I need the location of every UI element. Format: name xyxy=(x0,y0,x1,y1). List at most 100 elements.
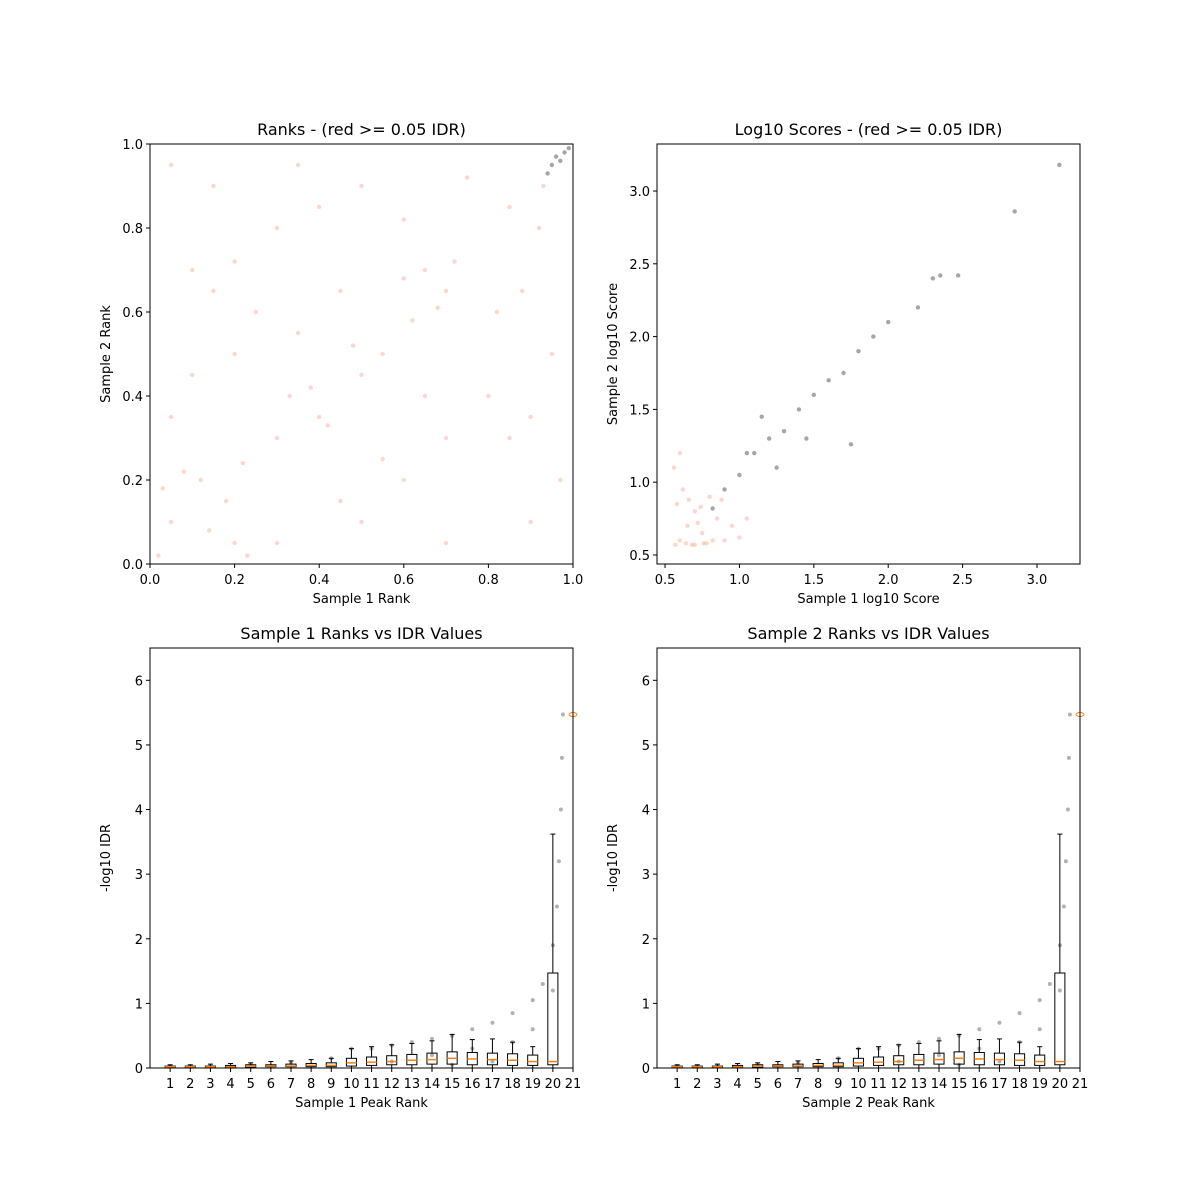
x-tick-label: 14 xyxy=(424,1077,441,1092)
point xyxy=(1067,712,1072,717)
point xyxy=(470,1027,475,1032)
point xyxy=(562,150,567,155)
point xyxy=(520,288,525,294)
plot-area xyxy=(156,146,571,558)
point xyxy=(350,343,356,348)
x-tick-label: 1.0 xyxy=(563,573,584,588)
point xyxy=(1037,998,1042,1003)
box xyxy=(366,1056,378,1066)
point xyxy=(430,1053,434,1058)
point xyxy=(930,276,936,281)
point xyxy=(443,435,449,441)
point xyxy=(752,450,757,456)
x-tick-label: 5 xyxy=(247,1077,255,1092)
point xyxy=(295,330,301,336)
x-tick-label: 3 xyxy=(713,1077,721,1092)
point xyxy=(554,904,559,909)
x-tick-label: 21 xyxy=(565,1077,582,1092)
point xyxy=(253,309,258,315)
y-tick-label: 2 xyxy=(642,933,650,948)
y-tick-label: 0.0 xyxy=(122,558,143,573)
y-axis-label: -log10 IDR xyxy=(99,824,114,892)
plot-area xyxy=(164,712,565,1068)
point xyxy=(701,541,706,546)
point xyxy=(528,519,533,525)
point xyxy=(677,538,683,543)
x-tick-label: 3.0 xyxy=(1027,573,1048,588)
point xyxy=(545,171,550,176)
x-tick-label: 21 xyxy=(1072,1077,1089,1092)
point xyxy=(494,309,500,315)
point xyxy=(680,487,686,492)
point xyxy=(207,528,212,533)
x-tick-label: 8 xyxy=(307,1077,315,1092)
point xyxy=(744,450,750,456)
point xyxy=(287,393,292,399)
point xyxy=(737,472,742,478)
x-tick-label: 11 xyxy=(363,1077,380,1092)
plot-area xyxy=(671,162,1062,547)
point xyxy=(190,372,195,378)
box xyxy=(547,972,559,1066)
point xyxy=(1012,209,1017,214)
point xyxy=(181,469,187,474)
point xyxy=(729,523,735,529)
x-tick-label: 14 xyxy=(931,1077,948,1092)
x-tick-label: 17 xyxy=(484,1077,501,1092)
point xyxy=(380,351,385,357)
point xyxy=(1066,755,1071,760)
point xyxy=(452,259,457,264)
x-tick-label: 4 xyxy=(226,1077,234,1092)
point xyxy=(536,225,542,231)
x-tick-label: 18 xyxy=(1011,1077,1028,1092)
x-tick-label: 1.0 xyxy=(729,573,750,588)
y-tick-label: 3 xyxy=(642,868,650,883)
point xyxy=(759,414,764,419)
point xyxy=(359,183,364,189)
box xyxy=(873,1056,885,1066)
box xyxy=(893,1055,905,1066)
chart-title: Log10 Scores - (red >= 0.05 IDR) xyxy=(735,120,1003,139)
x-tick-label: 16 xyxy=(971,1077,988,1092)
x-tick-label: 4 xyxy=(733,1077,741,1092)
y-tick-label: 2.0 xyxy=(629,331,650,346)
point xyxy=(443,288,449,294)
x-tick-label: 12 xyxy=(890,1077,907,1092)
y-tick-label: 0.2 xyxy=(122,474,143,489)
point xyxy=(465,175,470,180)
x-tick-label: 7 xyxy=(287,1077,295,1092)
point xyxy=(232,540,237,546)
point xyxy=(338,498,343,504)
x-tick-label: 10 xyxy=(343,1077,360,1092)
y-axis-label: Sample 2 Rank xyxy=(99,305,114,403)
point xyxy=(211,288,216,294)
x-tick-label: 5 xyxy=(754,1077,762,1092)
point xyxy=(886,319,891,325)
point xyxy=(781,429,787,434)
point xyxy=(510,1011,515,1016)
y-tick-label: 5 xyxy=(135,739,143,754)
point xyxy=(848,442,854,447)
point xyxy=(211,183,216,189)
x-tick-label: 11 xyxy=(870,1077,887,1092)
point xyxy=(560,712,565,717)
x-tick-label: 9 xyxy=(327,1077,335,1092)
y-tick-label: 6 xyxy=(135,674,143,689)
point xyxy=(245,553,250,558)
point xyxy=(422,267,428,273)
y-tick-label: 2.5 xyxy=(629,258,650,273)
y-tick-label: 1 xyxy=(135,997,143,1012)
y-tick-label: 1.5 xyxy=(629,403,650,418)
point xyxy=(410,318,415,323)
y-tick-label: 3.0 xyxy=(629,185,650,200)
point xyxy=(811,392,817,398)
x-tick-label: 0.6 xyxy=(393,573,414,588)
point xyxy=(549,162,555,168)
point xyxy=(168,414,174,420)
point xyxy=(422,393,428,399)
point xyxy=(490,1059,495,1064)
point xyxy=(540,982,545,986)
point xyxy=(1063,859,1068,864)
point xyxy=(685,523,690,529)
y-tick-label: 0.4 xyxy=(122,390,143,405)
